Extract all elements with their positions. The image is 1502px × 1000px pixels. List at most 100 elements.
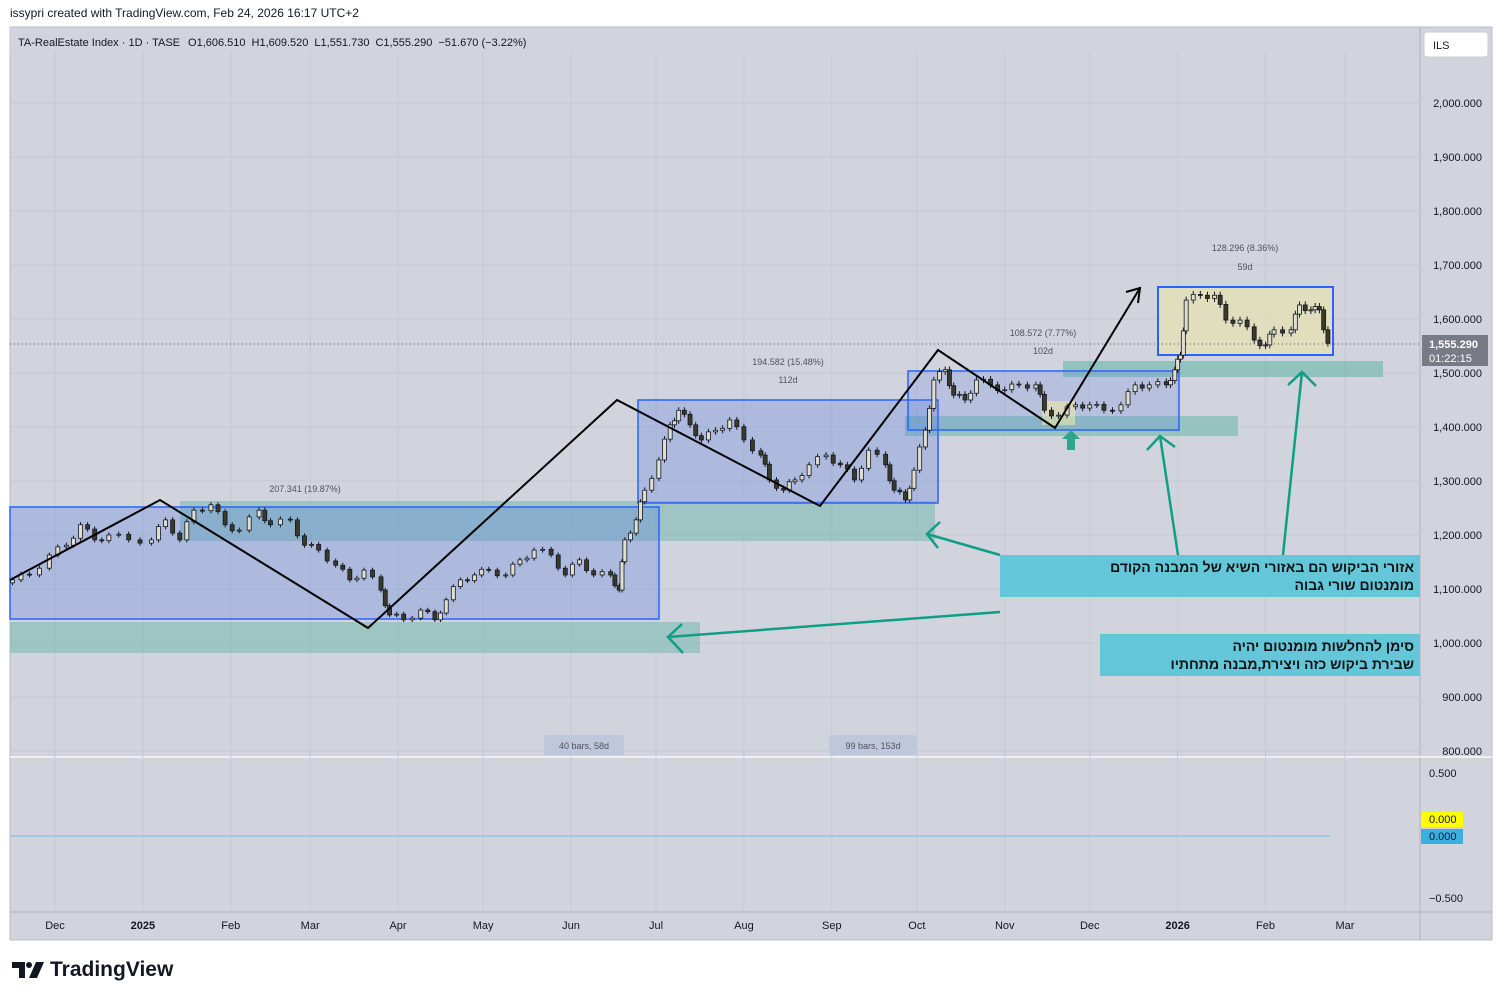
candle-body [479, 568, 485, 576]
note-box[interactable]: סימן להחלשות מומנטום יהיה שבירת ביקוש כז… [1100, 634, 1420, 676]
time-axis[interactable]: Dec 2025 Feb Mar Apr May Jun Jul Aug Sep Oct Nov Dec… [45, 920, 1355, 932]
candle-body [1237, 319, 1243, 324]
candle-body [394, 613, 400, 616]
candle-body [562, 567, 568, 576]
candles [10, 290, 1331, 623]
note-text: מומנטום שורי גבוה [1294, 577, 1414, 593]
candle-body [229, 524, 235, 532]
candle-body [517, 559, 523, 565]
currency-label: ILS [1433, 40, 1450, 52]
candle-body [1178, 354, 1183, 360]
price-tick: 1,600.000 [1433, 314, 1482, 326]
candle-body [706, 431, 711, 441]
range-pill [829, 735, 917, 755]
demand-zone[interactable] [905, 416, 1238, 436]
arrow-line [1158, 435, 1180, 556]
legend-high: H1,609.520 [252, 37, 309, 49]
candle-body [628, 532, 633, 541]
bar-countdown: 01:22:15 [1429, 353, 1472, 365]
price-axis[interactable]: 2,000.000 1,900.000 1,800.000 1,700.000 1,60… [1433, 98, 1482, 758]
candle-body [1271, 329, 1277, 335]
candle-body [1205, 294, 1210, 299]
candle-body [1125, 391, 1131, 406]
candle-body [713, 429, 718, 433]
time-tick: Apr [389, 920, 406, 932]
legend-bar [10, 28, 1419, 52]
time-tick: Mar [301, 920, 320, 932]
candle-body [1317, 306, 1322, 311]
time-tick: Mar [1335, 920, 1354, 932]
candle-body [741, 426, 747, 441]
candle-body [1110, 409, 1115, 412]
measure-label: 128.296 (8.36%) [1212, 243, 1279, 253]
zigzag-line[interactable] [9, 287, 1141, 630]
price-tick: 1,400.000 [1433, 422, 1482, 434]
candle-body [1002, 389, 1008, 392]
tradingview-logo[interactable]: TradingView [12, 958, 173, 982]
candle-body [316, 544, 322, 551]
candle-body [1190, 294, 1196, 301]
candle-body [340, 564, 346, 570]
candle-body [438, 612, 443, 621]
candle-body [852, 468, 857, 481]
candle-body [584, 559, 589, 572]
candle-body [968, 392, 974, 401]
candle-body [1087, 404, 1093, 409]
candle-body [126, 533, 132, 541]
arrowhead-icon [1146, 434, 1176, 451]
candle-body [1049, 409, 1054, 417]
candle-body [486, 568, 492, 571]
note-text: אזורי הביקוש הם באזורי השיא של המבנה הקו… [1110, 559, 1414, 575]
legend-symbol[interactable]: TA-RealEstate Index · 1D · TASE [18, 37, 180, 49]
tradingview-logo-icon [12, 962, 44, 978]
candle-body [758, 450, 764, 456]
measure-duration: 59d [1237, 262, 1252, 272]
arrow-line [926, 532, 1001, 557]
arrow-line [1281, 371, 1304, 556]
time-tick: 2026 [1165, 920, 1189, 932]
legend-low: L1,551.730 [314, 37, 369, 49]
currency-button[interactable] [1423, 31, 1489, 58]
candle-body [577, 559, 582, 565]
candle-body [208, 504, 214, 512]
candle-body [720, 427, 726, 431]
candle-body [443, 599, 449, 614]
price-tick: 900.000 [1442, 692, 1482, 704]
candle-body [917, 446, 923, 471]
candle-body [837, 462, 843, 466]
candle-body [1094, 403, 1100, 406]
time-tick: Feb [221, 920, 240, 932]
candle-body [450, 586, 456, 601]
candle-body [333, 560, 339, 566]
indicator-tick: 0.500 [1429, 768, 1457, 780]
candle-body [71, 537, 76, 546]
price-tick: 1,800.000 [1433, 206, 1482, 218]
candle-body [569, 563, 575, 576]
candle-body [937, 371, 942, 381]
time-tick: Sep [822, 920, 842, 932]
candle-body [294, 519, 300, 537]
measure-duration: 112d [778, 375, 797, 385]
candle-body [503, 574, 509, 577]
time-tick: Dec [1080, 920, 1100, 932]
note-box[interactable]: אזורי הביקוש הם באזורי השיא של המבנה הקו… [1000, 555, 1420, 597]
demand-zone[interactable] [10, 622, 700, 653]
candle-body [1132, 384, 1138, 393]
candle-body [370, 569, 375, 578]
candle-body [246, 516, 252, 531]
price-tick: 1,200.000 [1433, 530, 1482, 542]
last-price-tag [1422, 335, 1488, 366]
range-pill [544, 735, 624, 755]
candle-body [361, 569, 367, 579]
chart-background [9, 26, 1493, 941]
time-tick: Jun [562, 920, 580, 932]
indicator-value-tag-blue [1421, 829, 1463, 844]
candle-body [215, 504, 221, 512]
candle-body [1155, 381, 1161, 386]
candle-body [612, 574, 618, 587]
candle-body [85, 524, 91, 530]
candle-body [866, 449, 872, 469]
time-tick: Oct [908, 920, 925, 932]
annotation-arrows[interactable] [666, 370, 1317, 654]
